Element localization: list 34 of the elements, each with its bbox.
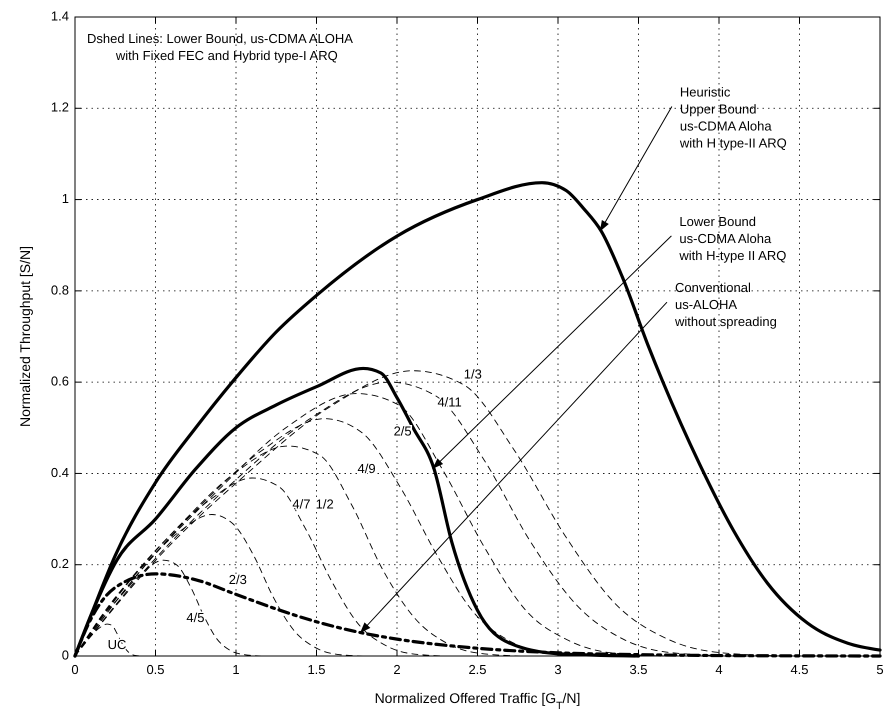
annotation: Conventional us-ALOHA without spreading (674, 280, 777, 330)
x-tick-label: 2 (393, 662, 401, 677)
y-tick-label: 1.2 (50, 100, 69, 115)
series-label: 1/2 (316, 496, 334, 512)
y-tick-label: 1.4 (50, 8, 69, 24)
series-label: 2/3 (228, 572, 247, 588)
y-tick-label: 0.6 (50, 374, 69, 389)
x-tick-label: 5 (876, 662, 884, 677)
series-label: 4/11 (437, 394, 462, 410)
x-tick-label: 0.5 (146, 662, 165, 677)
x-tick-label: 1.5 (307, 662, 326, 677)
annotation: Lower Bound us-CDMA Aloha with H-type II ARQ (678, 214, 786, 263)
x-tick-label: 4 (715, 662, 723, 677)
y-tick-label: 0.8 (50, 282, 69, 298)
y-tick-label: 0.4 (50, 464, 69, 480)
annotation: Heuristic Upper Bound us-CDMA Aloha with H type-II ARQ (678, 84, 787, 151)
x-tick-label: 4.5 (790, 662, 809, 677)
series-label: 4/5 (186, 610, 204, 626)
series-label: UC (108, 636, 126, 652)
x-tick-label: 3.5 (629, 662, 648, 677)
x-tick-label: 2.5 (468, 662, 487, 677)
x-axis-title: Normalized Offered Traffic [G$_{T}$/N] (374, 690, 580, 712)
x-tick-label: 3 (554, 662, 562, 677)
y-axis-title: Normalized Throughput [S/N] (17, 246, 33, 428)
y-tick-label: 0.2 (50, 556, 69, 572)
annotation: Dshed Lines: Lower Bound, us-CDMA ALOHA with Fixed FEC and Hybrid type-I ARQ (87, 31, 354, 63)
x-tick-label: 0 (71, 662, 79, 677)
x-tick-label: 1 (232, 662, 240, 677)
series-label: 1/3 (464, 366, 482, 382)
series-label: 2/5 (394, 423, 412, 438)
series-label: 4/7 (292, 496, 311, 512)
y-tick-label: 0 (62, 647, 69, 662)
series-label: 4/9 (358, 460, 376, 476)
y-tick-label: 1 (62, 191, 69, 206)
